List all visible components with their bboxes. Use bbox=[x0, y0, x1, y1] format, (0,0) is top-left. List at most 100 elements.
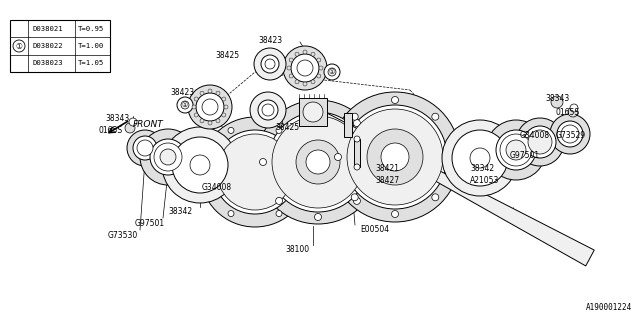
Circle shape bbox=[351, 113, 358, 120]
Circle shape bbox=[351, 194, 358, 201]
Text: D038021: D038021 bbox=[32, 26, 63, 32]
Circle shape bbox=[369, 158, 376, 165]
Circle shape bbox=[172, 137, 228, 193]
Text: E00504: E00504 bbox=[360, 226, 389, 235]
Circle shape bbox=[200, 91, 204, 95]
Circle shape bbox=[228, 211, 234, 217]
Circle shape bbox=[154, 143, 182, 171]
Text: D038023: D038023 bbox=[32, 60, 63, 66]
Text: 38423: 38423 bbox=[258, 36, 282, 44]
Circle shape bbox=[568, 107, 578, 117]
Circle shape bbox=[295, 52, 299, 56]
Circle shape bbox=[216, 119, 220, 123]
Circle shape bbox=[259, 158, 266, 165]
Circle shape bbox=[222, 97, 226, 101]
Circle shape bbox=[353, 120, 360, 127]
Bar bbox=[354, 139, 360, 167]
Circle shape bbox=[343, 105, 447, 209]
Circle shape bbox=[551, 96, 563, 108]
Text: 38425: 38425 bbox=[215, 51, 239, 60]
Circle shape bbox=[303, 82, 307, 86]
Circle shape bbox=[524, 126, 556, 158]
Circle shape bbox=[486, 120, 546, 180]
Text: 38421: 38421 bbox=[375, 164, 399, 172]
Text: 38100: 38100 bbox=[285, 245, 309, 254]
Circle shape bbox=[200, 119, 204, 123]
Circle shape bbox=[354, 136, 360, 142]
Text: G97501: G97501 bbox=[135, 219, 165, 228]
Circle shape bbox=[283, 46, 327, 90]
Circle shape bbox=[129, 118, 137, 126]
Circle shape bbox=[276, 211, 282, 217]
Circle shape bbox=[291, 54, 319, 82]
Circle shape bbox=[127, 130, 163, 166]
Circle shape bbox=[295, 80, 299, 84]
Circle shape bbox=[432, 113, 439, 120]
Circle shape bbox=[324, 64, 340, 80]
Circle shape bbox=[254, 48, 286, 80]
Polygon shape bbox=[314, 108, 595, 266]
Text: 38342: 38342 bbox=[168, 207, 192, 217]
Circle shape bbox=[458, 160, 468, 170]
Text: ①: ① bbox=[15, 42, 22, 51]
Circle shape bbox=[268, 112, 368, 212]
Text: ①: ① bbox=[329, 69, 335, 75]
Circle shape bbox=[319, 66, 323, 70]
Bar bbox=[344, 113, 352, 137]
Circle shape bbox=[455, 133, 505, 183]
Circle shape bbox=[217, 134, 293, 210]
Circle shape bbox=[330, 92, 460, 222]
Circle shape bbox=[303, 102, 323, 122]
Circle shape bbox=[354, 164, 360, 170]
Circle shape bbox=[13, 40, 25, 52]
Circle shape bbox=[335, 154, 342, 161]
Circle shape bbox=[557, 121, 583, 147]
Circle shape bbox=[204, 169, 210, 175]
Bar bbox=[299, 98, 327, 126]
Circle shape bbox=[213, 130, 297, 214]
Circle shape bbox=[208, 89, 212, 93]
Circle shape bbox=[353, 197, 360, 204]
Text: 38342: 38342 bbox=[470, 164, 494, 172]
Text: ①: ① bbox=[182, 102, 188, 108]
Circle shape bbox=[194, 97, 198, 101]
Circle shape bbox=[222, 113, 226, 117]
Text: T=1.00: T=1.00 bbox=[78, 43, 104, 49]
Circle shape bbox=[261, 55, 279, 73]
Circle shape bbox=[516, 118, 564, 166]
Circle shape bbox=[202, 99, 218, 115]
Text: D038022: D038022 bbox=[32, 43, 63, 49]
Circle shape bbox=[200, 117, 310, 227]
Circle shape bbox=[496, 130, 536, 170]
Circle shape bbox=[314, 103, 321, 110]
Circle shape bbox=[276, 127, 282, 133]
Circle shape bbox=[550, 114, 590, 154]
Circle shape bbox=[287, 66, 291, 70]
Text: A21053: A21053 bbox=[470, 175, 499, 185]
Circle shape bbox=[347, 109, 443, 205]
Text: G73530: G73530 bbox=[108, 230, 138, 239]
Text: 38425: 38425 bbox=[275, 123, 299, 132]
Circle shape bbox=[296, 140, 340, 184]
Circle shape bbox=[297, 60, 313, 76]
Circle shape bbox=[192, 105, 196, 109]
Bar bbox=[10, 20, 110, 72]
Circle shape bbox=[452, 130, 508, 186]
Circle shape bbox=[181, 101, 189, 109]
Circle shape bbox=[194, 113, 198, 117]
Circle shape bbox=[442, 120, 518, 196]
Text: G73529: G73529 bbox=[556, 131, 586, 140]
Circle shape bbox=[300, 169, 306, 175]
Circle shape bbox=[367, 129, 423, 185]
Circle shape bbox=[317, 58, 321, 62]
Text: T=0.95: T=0.95 bbox=[78, 26, 104, 32]
Circle shape bbox=[311, 80, 315, 84]
Circle shape bbox=[258, 100, 278, 120]
Circle shape bbox=[276, 197, 283, 204]
Circle shape bbox=[500, 134, 532, 166]
Circle shape bbox=[311, 52, 315, 56]
Circle shape bbox=[250, 92, 286, 128]
Circle shape bbox=[177, 97, 193, 113]
Circle shape bbox=[216, 91, 220, 95]
Circle shape bbox=[224, 105, 228, 109]
